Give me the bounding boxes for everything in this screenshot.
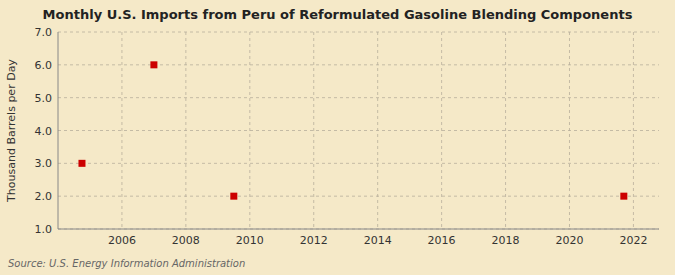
x-tick-label: 2016 [428, 234, 456, 247]
x-grid-line [121, 32, 122, 229]
x-grid-line [441, 32, 442, 229]
x-grid-line [633, 32, 634, 229]
chart: 2006 2008 2010 2012 2014 2016 2018 2020 2022 1.0 2… [0, 0, 675, 275]
points [78, 61, 627, 199]
point [150, 61, 157, 68]
source-annotation: Source: U.S. Energy Information Administ… [8, 258, 245, 269]
grid [58, 32, 659, 229]
point [78, 160, 85, 167]
y-grid-line [58, 196, 659, 197]
x-tick-label: 2010 [236, 234, 264, 247]
y-grid-line [58, 229, 659, 230]
title: Monthly U.S. Imports from Peru of Reform… [43, 7, 633, 22]
background [0, 0, 675, 275]
y-tick-label: 1.0 [35, 223, 53, 236]
y-tick-label: 4.0 [35, 125, 53, 138]
y-tick-label: 2.0 [35, 190, 53, 203]
y-tick-label: 7.0 [35, 26, 53, 39]
y-tick-label: 5.0 [35, 92, 53, 105]
x-axis-line [58, 229, 659, 230]
point [620, 193, 627, 200]
y-grid-line [58, 130, 659, 131]
x-tick-label: 2018 [492, 234, 520, 247]
y-axis-label: Thousand Barrels per Day [5, 59, 18, 203]
y-grid-line [58, 163, 659, 164]
y-grid-line [58, 97, 659, 98]
x-tick-label: 2008 [172, 234, 200, 247]
y-tick-label: 6.0 [35, 59, 53, 72]
x-tick-label: 2006 [108, 234, 136, 247]
x-grid-line [505, 32, 506, 229]
x-tick-label: 2014 [364, 234, 392, 247]
x-tick-label: 2020 [555, 234, 583, 247]
point [230, 193, 237, 200]
y-tick-label: 3.0 [35, 157, 53, 170]
x-tick-label: 2012 [300, 234, 328, 247]
axes: 2006 2008 2010 2012 2014 2016 2018 2020 2022 1.0 2… [35, 26, 660, 247]
x-grid-line [313, 32, 314, 229]
y-grid-line [58, 32, 659, 33]
y-grid-line [58, 64, 659, 65]
x-tick-label: 2022 [619, 234, 647, 247]
y-axis-line [58, 32, 59, 229]
